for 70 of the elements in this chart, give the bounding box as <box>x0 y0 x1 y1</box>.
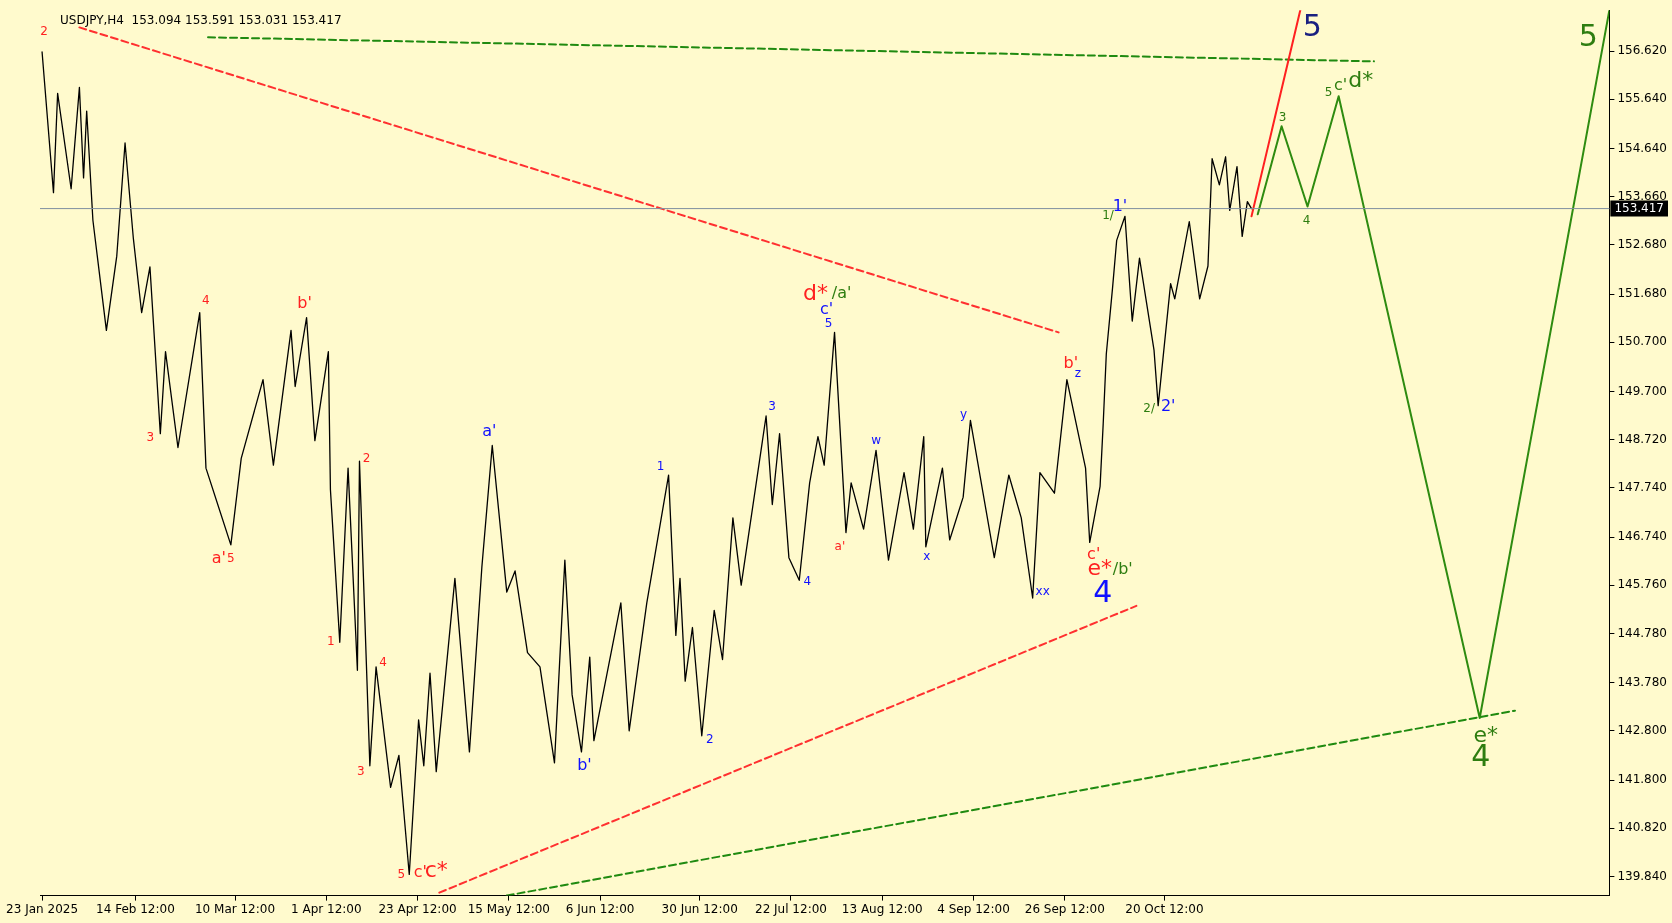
x-tick-label: 14 Feb 12:00 <box>96 901 175 916</box>
y-tick-label: 146.740 <box>1617 529 1667 544</box>
annotation: a' <box>211 548 226 568</box>
annotation: a' <box>482 420 497 440</box>
y-tick-label: 145.760 <box>1617 577 1667 592</box>
annotation: 3 <box>1278 110 1287 125</box>
annotation: /b' <box>1112 558 1133 578</box>
annotation: 4 <box>201 292 210 307</box>
x-tick-label: 30 Jun 12:00 <box>661 901 738 916</box>
annotation: 2' <box>1160 395 1176 415</box>
x-tick-label: 10 Mar 12:00 <box>194 901 276 916</box>
annotation: 4 <box>803 574 812 589</box>
y-tick-label: 149.700 <box>1617 383 1667 398</box>
annotation: c' <box>1334 75 1348 95</box>
x-tick-label: 15 May 12:00 <box>467 901 550 916</box>
y-tick-label: 143.780 <box>1617 674 1667 689</box>
x-tick-label: 22 Jul 12:00 <box>754 901 827 916</box>
y-tick-label: 142.800 <box>1617 722 1667 737</box>
y-tick-label: 154.640 <box>1617 140 1667 155</box>
annotation: xx <box>1035 584 1050 599</box>
annotation: 1 <box>656 459 665 474</box>
annotation: 4 <box>1302 212 1311 227</box>
x-tick-label: 1 Apr 12:00 <box>290 901 362 916</box>
x-tick-label: 4 Sep 12:00 <box>937 901 1010 916</box>
annotation: 3 <box>146 429 155 444</box>
annotation: 5 <box>1324 85 1333 100</box>
annotation: y <box>959 406 967 421</box>
annotation: 5 <box>227 551 235 566</box>
x-tick-label: 20 Oct 12:00 <box>1125 901 1204 916</box>
annotation: b' <box>577 755 592 775</box>
annotation: d* <box>1348 67 1374 92</box>
y-tick-label: 141.800 <box>1617 772 1667 787</box>
annotation: 2/ <box>1143 400 1156 415</box>
annotation: 2 <box>362 451 371 466</box>
y-tick-label: 144.780 <box>1617 625 1667 640</box>
y-tick-label: 140.820 <box>1617 820 1667 835</box>
y-tick-label: 139.840 <box>1617 868 1667 883</box>
annotation: 5 <box>397 866 406 881</box>
y-tick-label: 155.640 <box>1617 91 1667 106</box>
x-tick-label: 26 Sep 12:00 <box>1024 901 1105 916</box>
annotation: 1/ <box>1102 208 1115 223</box>
annotation: 2 <box>40 24 48 39</box>
annotation: 3 <box>357 763 365 778</box>
x-tick-label: 6 Jun 12:00 <box>565 901 635 916</box>
annotation: w <box>871 432 882 447</box>
y-tick-label: 151.680 <box>1617 286 1667 301</box>
y-tick-label: 148.720 <box>1617 431 1667 446</box>
annotation: 3 <box>768 399 776 414</box>
annotation: 4 <box>379 655 387 669</box>
annotation: 2 <box>705 731 714 746</box>
ref-line-label: 153.417 <box>1614 200 1664 215</box>
annotation: 5 <box>1578 18 1598 53</box>
annotation: 4 <box>1093 574 1113 610</box>
y-tick-label: 153.660 <box>1617 188 1667 203</box>
annotation: a' <box>834 538 846 553</box>
x-tick-label: 23 Jan 2025 <box>6 901 79 916</box>
annotation: 5 <box>1302 8 1322 43</box>
annotation: b' <box>297 292 312 312</box>
y-tick-label: 152.680 <box>1617 236 1667 251</box>
y-tick-label: 150.700 <box>1617 334 1667 349</box>
annotation: 1 <box>326 634 335 649</box>
y-tick-label: 156.620 <box>1617 43 1667 58</box>
chart-title: USDJPY,H4 153.094 153.591 153.031 153.417 <box>60 13 342 28</box>
x-tick-label: 23 Apr 12:00 <box>378 901 457 916</box>
annotation: c' <box>413 861 427 881</box>
x-tick-label: 13 Aug 12:00 <box>841 901 923 916</box>
annotation: x <box>923 548 931 563</box>
annotation: /a' <box>831 282 852 302</box>
y-tick-label: 147.740 <box>1617 479 1667 494</box>
annotation: 5 <box>824 315 833 330</box>
